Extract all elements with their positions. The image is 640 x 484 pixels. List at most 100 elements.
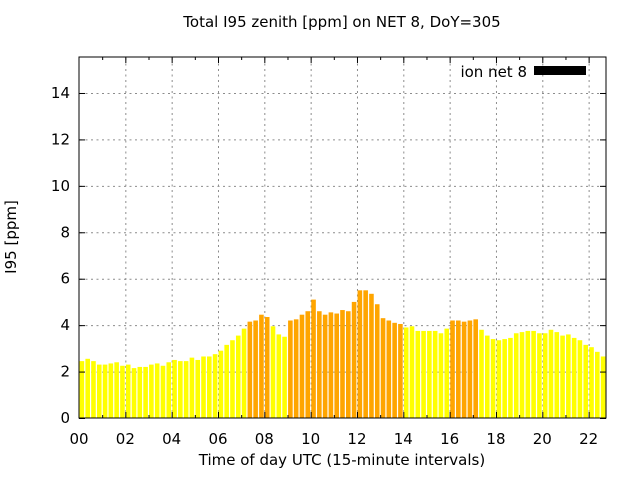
y-tick-label: 14 xyxy=(51,84,70,102)
bar xyxy=(473,319,478,418)
y-tick-label: 10 xyxy=(51,177,70,195)
bar xyxy=(224,344,229,418)
bar xyxy=(386,320,392,418)
bar xyxy=(525,330,531,418)
bar xyxy=(519,332,525,418)
bar xyxy=(183,361,189,418)
bar xyxy=(143,366,148,418)
bar xyxy=(560,335,565,418)
bar xyxy=(322,314,328,418)
bar xyxy=(282,336,287,418)
bar xyxy=(85,358,90,418)
bar xyxy=(264,317,270,418)
bar xyxy=(432,330,438,418)
bar xyxy=(444,328,450,418)
x-tick-label: 22 xyxy=(579,430,598,448)
y-tick-label: 0 xyxy=(60,409,70,427)
bar xyxy=(131,368,137,418)
y-tick-label: 8 xyxy=(60,223,70,241)
bar xyxy=(421,330,426,418)
bar xyxy=(577,340,583,418)
bar xyxy=(392,322,397,418)
bar xyxy=(166,362,172,418)
bar xyxy=(253,320,258,418)
y-tick-label: 4 xyxy=(60,316,70,334)
bar xyxy=(374,304,380,418)
bar xyxy=(137,366,143,418)
x-tick-label: 02 xyxy=(116,430,135,448)
x-tick-label: 10 xyxy=(301,430,320,448)
bar xyxy=(247,321,253,418)
x-tick-label: 04 xyxy=(162,430,181,448)
bar xyxy=(508,337,513,418)
bar xyxy=(195,359,201,418)
bar xyxy=(207,356,212,418)
bar xyxy=(120,365,125,418)
bar xyxy=(160,365,166,418)
bar xyxy=(346,311,351,418)
bar xyxy=(154,363,160,418)
bar xyxy=(91,361,96,418)
bar xyxy=(270,326,276,418)
x-tick-label: 16 xyxy=(440,430,459,448)
bar xyxy=(595,351,600,418)
bar xyxy=(363,290,368,418)
bar xyxy=(537,333,542,418)
legend-label: ion net 8 xyxy=(460,63,527,81)
bar xyxy=(189,357,195,418)
bar xyxy=(571,337,577,418)
x-tick-label: 06 xyxy=(208,430,227,448)
bar xyxy=(334,313,339,418)
bar xyxy=(96,364,102,418)
bar xyxy=(293,319,299,418)
legend-swatch xyxy=(534,66,586,75)
bar xyxy=(548,329,554,418)
bar xyxy=(317,311,322,418)
bars-group xyxy=(79,290,606,418)
bar xyxy=(340,310,345,418)
bar xyxy=(438,333,444,418)
chart-title: Total I95 zenith [ppm] on NET 8, DoY=305 xyxy=(182,13,500,31)
x-tick-label: 20 xyxy=(533,430,552,448)
legend: ion net 8 xyxy=(460,63,586,81)
bar xyxy=(357,290,363,418)
bar xyxy=(311,299,316,418)
bar xyxy=(409,326,415,418)
bar xyxy=(398,323,403,418)
x-tick-label: 08 xyxy=(255,430,274,448)
bar xyxy=(403,327,409,418)
bar xyxy=(299,314,305,418)
x-tick-label: 12 xyxy=(347,430,366,448)
bar xyxy=(600,356,606,418)
y-axis-label: I95 [ppm] xyxy=(2,200,20,274)
x-tick-label: 00 xyxy=(69,430,88,448)
bar xyxy=(114,362,119,418)
bar xyxy=(502,339,507,418)
bar xyxy=(484,335,490,418)
bar xyxy=(513,333,519,418)
bar xyxy=(125,364,131,418)
bar xyxy=(259,314,264,418)
y-tick-label: 6 xyxy=(60,270,70,288)
bar xyxy=(566,334,571,418)
bar xyxy=(415,330,421,418)
bar xyxy=(201,356,206,418)
bar xyxy=(490,339,496,418)
bar xyxy=(450,320,455,418)
bar xyxy=(369,293,374,418)
bar xyxy=(461,321,467,418)
bar xyxy=(305,311,311,418)
bar xyxy=(178,361,183,418)
bar xyxy=(496,340,502,418)
bar xyxy=(351,301,357,418)
bar xyxy=(328,312,334,418)
x-tick-label: 18 xyxy=(486,430,505,448)
bar xyxy=(79,361,85,418)
bar xyxy=(212,354,218,418)
bar xyxy=(288,320,293,418)
bar xyxy=(583,344,589,418)
bar xyxy=(380,318,386,418)
x-axis-label: Time of day UTC (15-minute intervals) xyxy=(198,451,485,469)
bar xyxy=(218,350,224,418)
